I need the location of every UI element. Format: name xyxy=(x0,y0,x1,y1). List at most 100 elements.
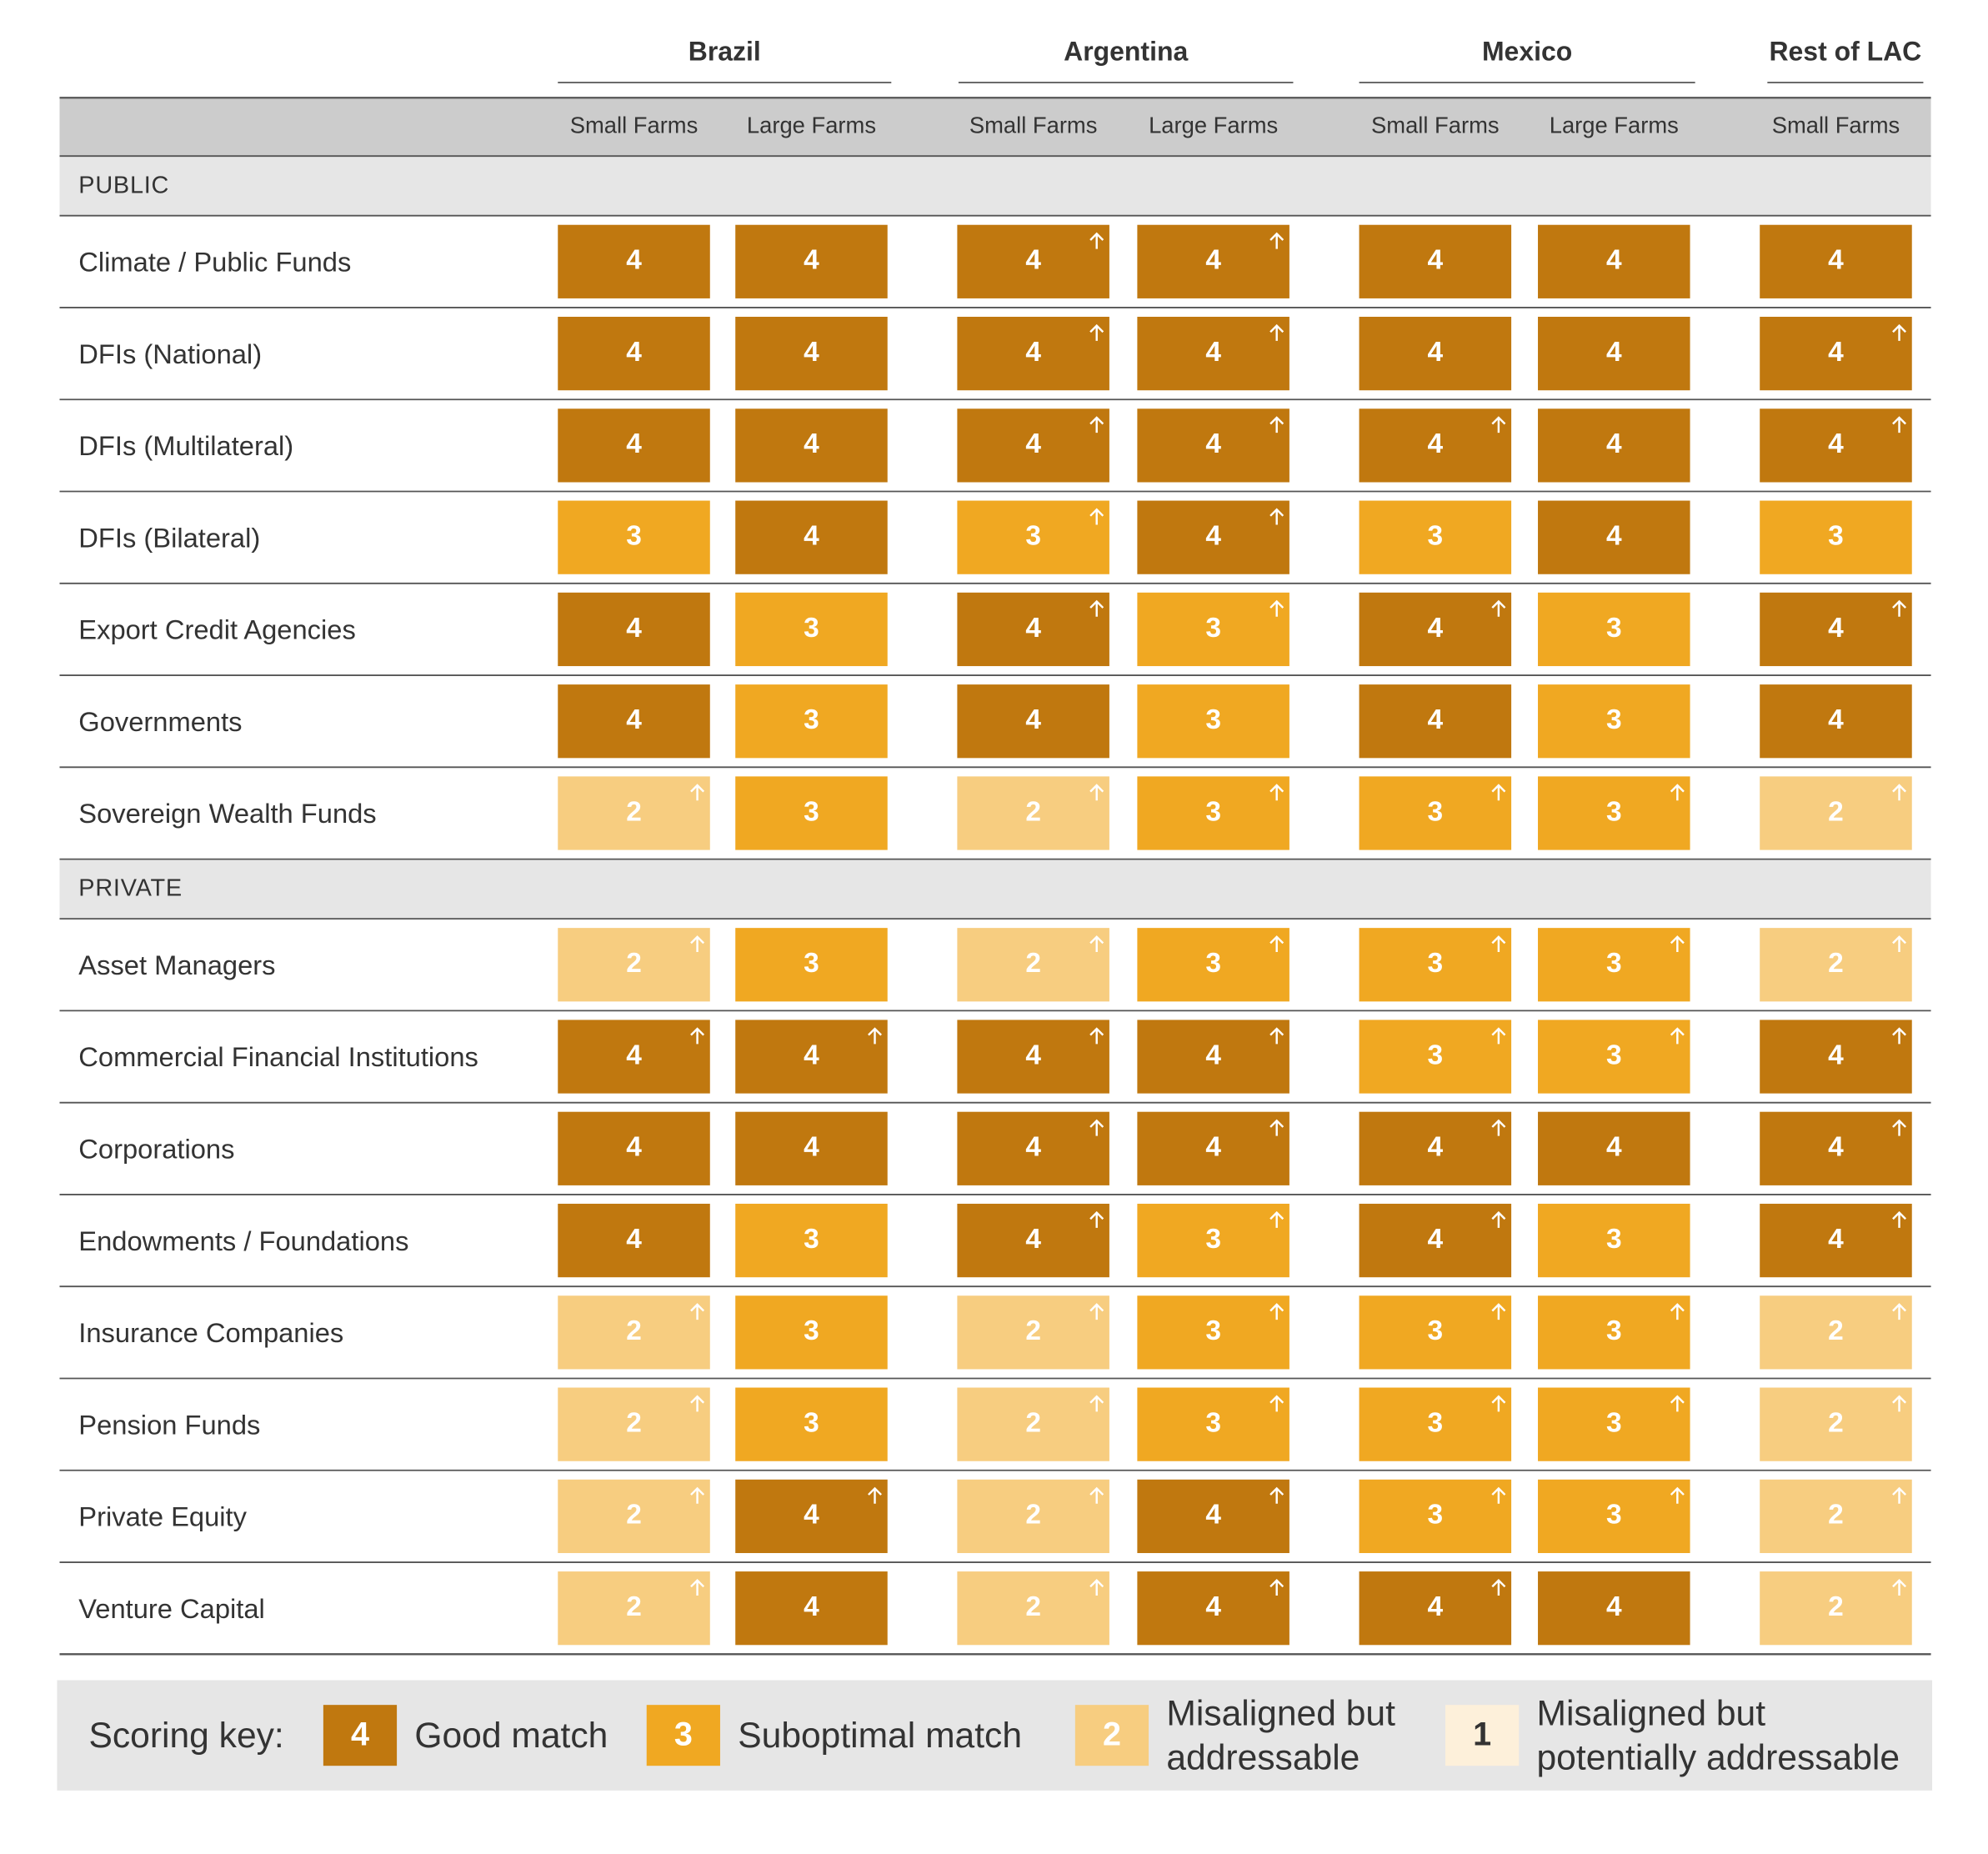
score-cell xyxy=(1538,408,1690,483)
score-cell xyxy=(1538,1020,1690,1094)
score-cell xyxy=(957,1020,1109,1094)
key-label: addressable xyxy=(1166,1738,1360,1778)
score-cell xyxy=(558,1479,710,1554)
score-value: 4 xyxy=(626,613,642,644)
up-arrow xyxy=(1491,1578,1506,1596)
score-value: 3 xyxy=(1205,948,1221,979)
score-cell xyxy=(735,1387,888,1461)
score-cell xyxy=(1359,500,1512,574)
score-value: 3 xyxy=(1606,1040,1622,1070)
row-label: DFIs (Multilateral) xyxy=(78,430,293,461)
key-title: Scoring key: xyxy=(88,1716,283,1756)
score-value: 3 xyxy=(1428,521,1444,552)
country-header: Mexico xyxy=(1482,36,1572,66)
section-band xyxy=(59,859,1931,919)
score-cell xyxy=(1538,1387,1690,1461)
score-cell xyxy=(957,1111,1109,1185)
key-label: Suboptimal match xyxy=(738,1716,1022,1756)
score-value: 4 xyxy=(1025,1132,1041,1163)
up-arrow xyxy=(1269,935,1284,953)
score-cell xyxy=(957,1203,1109,1278)
score-value: 3 xyxy=(1205,1407,1221,1438)
up-arrow xyxy=(1892,1119,1906,1136)
column-header: Large Farms xyxy=(747,112,876,138)
row-label: Sovereign Wealth Funds xyxy=(78,798,376,829)
score-value: 4 xyxy=(1205,428,1221,459)
up-arrow xyxy=(1892,1486,1906,1504)
score-value: 4 xyxy=(1205,1132,1221,1163)
score-value: 4 xyxy=(1205,521,1221,552)
score-value: 3 xyxy=(1606,1224,1622,1255)
score-cell xyxy=(957,1295,1109,1370)
up-arrow xyxy=(1491,1119,1506,1136)
up-arrow xyxy=(1670,784,1685,801)
score-value: 3 xyxy=(1428,1315,1444,1346)
score-cell xyxy=(558,408,710,483)
score-value: 4 xyxy=(1205,1591,1221,1622)
score-value: 2 xyxy=(1025,1407,1041,1438)
up-arrow xyxy=(1670,1486,1685,1504)
score-cell xyxy=(1137,1479,1289,1554)
up-arrow xyxy=(1892,935,1906,953)
up-arrow xyxy=(690,1303,705,1320)
score-value: 4 xyxy=(804,1591,819,1622)
score-value: 3 xyxy=(804,704,819,735)
score-cell xyxy=(1760,592,1912,667)
score-value: 3 xyxy=(1606,1500,1622,1531)
score-value: 3 xyxy=(1428,1500,1444,1531)
key-score: 3 xyxy=(674,1716,693,1753)
score-cell xyxy=(558,684,710,759)
up-arrow xyxy=(1089,1578,1104,1596)
score-value: 4 xyxy=(1428,428,1444,459)
up-arrow xyxy=(1892,1210,1906,1228)
up-arrow xyxy=(1892,784,1906,801)
up-arrow xyxy=(1670,1303,1685,1320)
score-value: 3 xyxy=(1205,613,1221,644)
up-arrow xyxy=(1089,1119,1104,1136)
score-value: 3 xyxy=(1606,948,1622,979)
score-cell xyxy=(1359,1111,1512,1185)
up-arrow xyxy=(690,1578,705,1596)
section-band xyxy=(59,156,1931,216)
score-cell xyxy=(1137,1295,1289,1370)
country-header: Rest of LAC xyxy=(1769,36,1921,66)
key-label: potentially addressable xyxy=(1537,1738,1900,1778)
score-value: 4 xyxy=(1606,1591,1622,1622)
section-header: PRIVATE xyxy=(78,875,183,902)
score-cell xyxy=(1538,684,1690,759)
score-value: 2 xyxy=(1025,1591,1041,1622)
score-cell xyxy=(1538,224,1690,298)
score-cell xyxy=(1538,928,1690,1002)
row-label: Endowments / Foundations xyxy=(78,1225,408,1256)
score-cell xyxy=(957,1571,1109,1646)
score-value: 3 xyxy=(1205,1315,1221,1346)
up-arrow xyxy=(1269,508,1284,525)
up-arrow xyxy=(1269,1027,1284,1045)
up-arrow xyxy=(1269,1303,1284,1320)
score-cell xyxy=(1538,776,1690,850)
score-cell xyxy=(735,592,888,667)
score-value: 4 xyxy=(1828,1132,1844,1163)
score-value: 4 xyxy=(1025,1224,1041,1255)
score-cell xyxy=(1760,1571,1912,1646)
section-header: PUBLIC xyxy=(78,172,169,198)
up-arrow xyxy=(1491,935,1506,953)
up-arrow xyxy=(1892,599,1906,617)
up-arrow xyxy=(1892,323,1906,341)
score-cell xyxy=(735,1203,888,1278)
row-label: Governments xyxy=(78,706,242,737)
up-arrow xyxy=(690,935,705,953)
up-arrow xyxy=(1089,508,1104,525)
up-arrow xyxy=(1491,1303,1506,1320)
score-value: 4 xyxy=(626,428,642,459)
up-arrow xyxy=(1670,1027,1685,1045)
score-value: 4 xyxy=(1828,245,1844,276)
score-cell xyxy=(1137,500,1289,574)
up-arrow xyxy=(1089,323,1104,341)
score-cell xyxy=(957,408,1109,483)
score-cell xyxy=(1538,1479,1690,1554)
up-arrow xyxy=(1089,232,1104,249)
score-cell xyxy=(735,1571,888,1646)
score-value: 3 xyxy=(804,1315,819,1346)
row-label: Commercial Financial Institutions xyxy=(78,1041,478,1072)
